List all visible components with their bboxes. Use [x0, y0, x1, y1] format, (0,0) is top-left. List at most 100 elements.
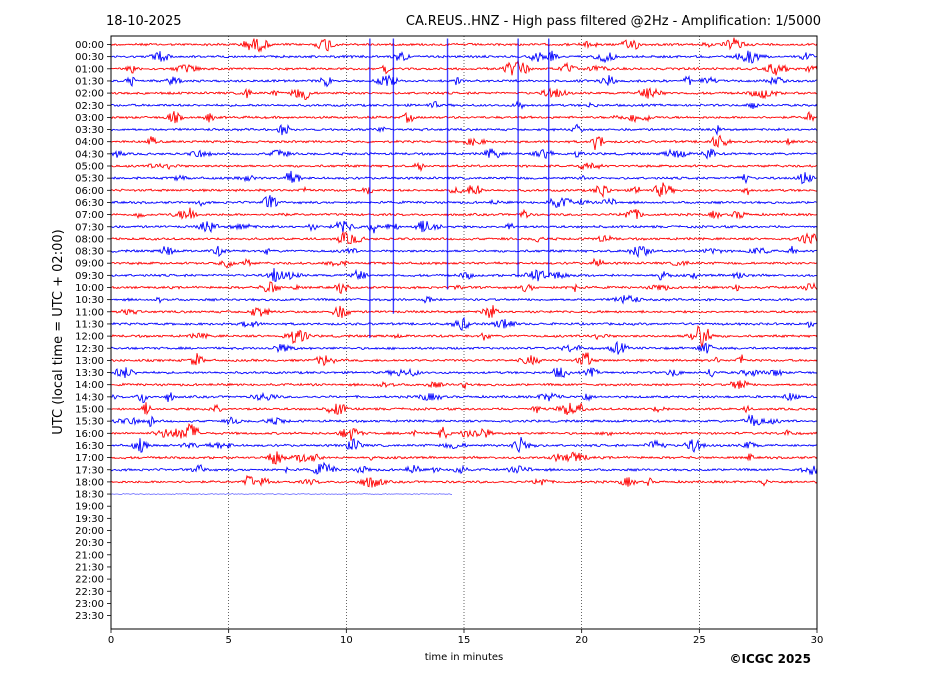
trace-row: [110, 134, 818, 151]
y-tick-label: 23:00: [75, 599, 104, 610]
y-tick-label: 01:30: [75, 76, 104, 87]
x-tick-label: 5: [225, 635, 231, 646]
trace-row: [110, 325, 818, 348]
x-axis-ticks: 0 5 10 15 20 25 30: [108, 629, 824, 646]
trace-row: [110, 230, 818, 245]
y-tick-label: 05:00: [75, 162, 104, 173]
y-tick-label: 22:30: [75, 587, 104, 598]
y-tick-label: 16:00: [75, 429, 104, 440]
trace-row: [110, 59, 818, 76]
trace-row: [110, 340, 818, 355]
trace-row: [110, 148, 818, 160]
y-tick-label: 06:00: [75, 186, 104, 197]
x-tick-label: 20: [575, 635, 588, 646]
trace-row: [110, 257, 818, 269]
y-tick-label: 00:00: [75, 40, 104, 51]
x-tick-label: 15: [458, 635, 471, 646]
y-tick-label: 18:30: [75, 490, 104, 501]
y-tick-label: 12:30: [75, 344, 104, 355]
y-tick-label: 03:00: [75, 113, 104, 124]
trace-row: [110, 474, 818, 488]
y-tick-label: 14:30: [75, 392, 104, 403]
y-tick-label: 05:30: [75, 174, 104, 185]
x-tick-label: 30: [811, 635, 824, 646]
trace-row: [110, 100, 818, 110]
trace-row: [110, 391, 818, 404]
y-tick-label: 23:30: [75, 611, 104, 622]
y-tick-label: 11:30: [75, 319, 104, 330]
y-tick-label: 07:30: [75, 222, 104, 233]
x-axis-label: time in minutes: [425, 652, 504, 663]
copyright-label: ©ICGC 2025: [729, 652, 811, 666]
y-axis-label: UTC (local time = UTC + 02:00): [51, 229, 66, 434]
trace-row: [110, 123, 818, 136]
y-tick-label: 00:30: [75, 52, 104, 63]
y-tick-label: 15:30: [75, 417, 104, 428]
y-tick-label: 17:00: [75, 453, 104, 464]
trace-row: [110, 493, 453, 495]
trace-row: [110, 161, 818, 173]
spike-events: [369, 38, 550, 339]
trace-row: [110, 245, 818, 259]
y-tick-label: 17:30: [75, 465, 104, 476]
trace-row: [110, 352, 818, 367]
y-tick-label: 01:00: [75, 64, 104, 75]
y-tick-label: 06:30: [75, 198, 104, 209]
y-tick-label: 15:00: [75, 405, 104, 416]
y-tick-label: 22:00: [75, 575, 104, 586]
x-tick-label: 25: [693, 635, 706, 646]
trace-row: [110, 37, 818, 53]
y-tick-label: 19:00: [75, 502, 104, 513]
y-tick-label: 09:00: [75, 259, 104, 270]
y-tick-label: 20:00: [75, 526, 104, 537]
trace-row: [110, 367, 818, 379]
y-tick-label: 04:00: [75, 137, 104, 148]
y-tick-label: 09:30: [75, 271, 104, 282]
trace-row: [110, 87, 818, 101]
trace-row: [110, 436, 818, 454]
trace-row: [110, 111, 818, 124]
trace-row: [110, 379, 818, 390]
trace-row: [110, 461, 818, 476]
trace-row: [110, 281, 818, 295]
y-tick-label: 07:00: [75, 210, 104, 221]
seismic-traces: [110, 37, 818, 495]
y-tick-label: 11:00: [75, 307, 104, 318]
trace-row: [110, 195, 818, 208]
trace-row: [110, 207, 818, 220]
y-tick-label: 02:30: [75, 101, 104, 112]
chart-title: CA.REUS..HNZ - High pass filtered @2Hz -…: [406, 14, 821, 29]
y-tick-label: 16:30: [75, 441, 104, 452]
y-tick-label: 02:00: [75, 89, 104, 100]
x-tick-label: 10: [340, 635, 353, 646]
trace-row: [110, 402, 818, 416]
y-tick-label: 21:30: [75, 562, 104, 573]
y-tick-label: 08:30: [75, 247, 104, 258]
trace-row: [110, 451, 818, 465]
trace-row: [110, 170, 818, 185]
trace-row: [110, 220, 818, 234]
trace-row: [110, 413, 818, 428]
y-tick-label: 13:00: [75, 356, 104, 367]
y-tick-label: 21:00: [75, 550, 104, 561]
y-tick-label: 10:30: [75, 295, 104, 306]
y-tick-label: 18:00: [75, 477, 104, 488]
y-tick-label: 08:00: [75, 234, 104, 245]
trace-row: [110, 50, 818, 64]
trace-row: [110, 305, 818, 318]
y-tick-label: 04:30: [75, 149, 104, 160]
y-tick-label: 20:30: [75, 538, 104, 549]
y-tick-label: 03:30: [75, 125, 104, 136]
y-tick-label: 10:00: [75, 283, 104, 294]
y-tick-label: 12:00: [75, 332, 104, 343]
trace-row: [110, 316, 818, 331]
trace-row: [110, 74, 818, 88]
date-label: 18-10-2025: [106, 14, 182, 29]
y-tick-label: 19:30: [75, 514, 104, 525]
y-tick-label: 13:30: [75, 368, 104, 379]
trace-row: [110, 294, 818, 305]
trace-row: [110, 423, 818, 441]
y-tick-label: 14:00: [75, 380, 104, 391]
